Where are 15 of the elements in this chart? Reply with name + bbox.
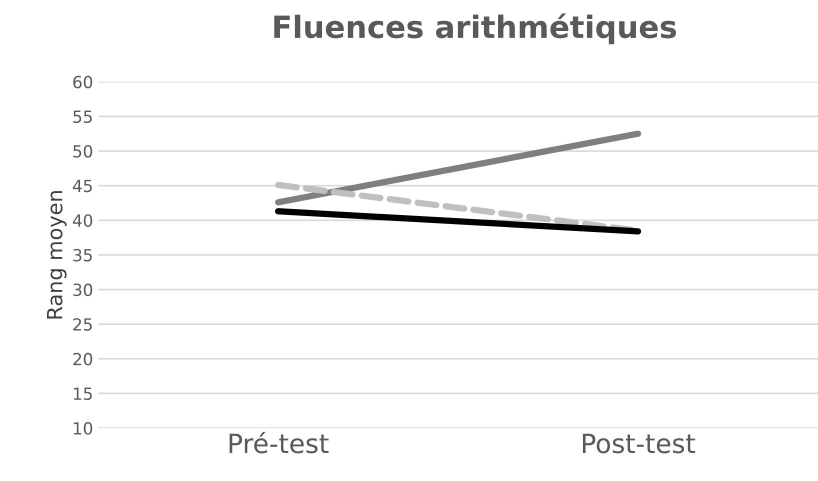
y-tick-label: 20: [73, 352, 92, 366]
y-tick-label: 60: [73, 76, 92, 88]
y-tick-label: 15: [74, 388, 92, 400]
y-tick-label: 25: [73, 318, 92, 331]
y-tick-label: 45: [72, 180, 92, 192]
y-tick-label: 55: [73, 110, 92, 123]
x-tick-label: Post-test: [582, 434, 696, 454]
y-axis-title: Rang moyen: [47, 191, 67, 318]
y-tick-label: 50: [73, 144, 92, 158]
y-tick-label: 35: [73, 248, 92, 262]
y-tick-label: 10: [74, 422, 92, 435]
x-tick-label: Pré-test: [230, 432, 329, 454]
y-tick-label: 40: [72, 214, 92, 227]
y-tick-label: 30: [73, 284, 92, 296]
chart-title: Fluences arithmétiques: [274, 13, 676, 44]
